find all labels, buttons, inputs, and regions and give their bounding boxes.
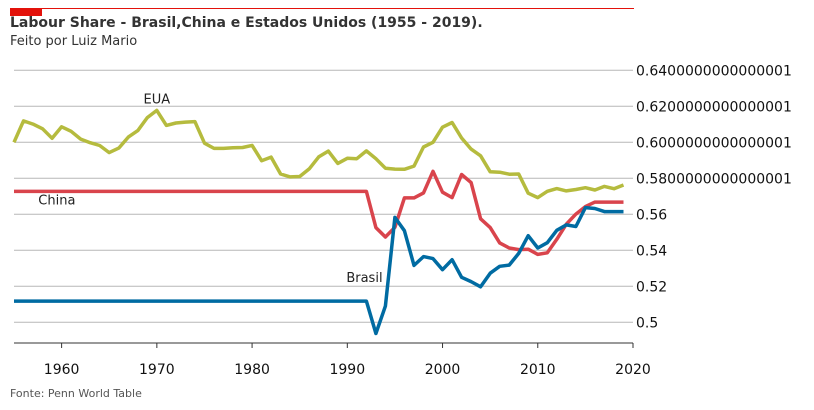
y-tick-label: 0.6400000000000001 (636, 63, 792, 79)
x-tick-label: 1990 (329, 362, 365, 378)
chart-subtitle: Feito por Luiz Mario (10, 34, 138, 49)
series-lines (12, 108, 625, 336)
source-note: Fonte: Penn World Table (10, 387, 142, 400)
annotation-labels: EUA China Brasil (38, 93, 382, 286)
y-tick-label: 0.5 (636, 315, 658, 331)
y-tick-label: 0.52 (636, 279, 667, 295)
x-tick-label: 2000 (425, 362, 461, 378)
y-tick-label: 0.54 (636, 243, 667, 259)
x-tick-label: 1960 (44, 362, 80, 378)
x-tick-label: 1980 (234, 362, 270, 378)
x-axis: 1960 1970 1980 1990 2000 2010 2020 (14, 342, 651, 378)
gridlines (14, 69, 633, 323)
y-tick-label: 0.6200000000000001 (636, 99, 792, 115)
y-tick-label: 0.56 (636, 207, 667, 223)
series-line-brasil (14, 205, 624, 336)
x-tick-label: 2010 (520, 362, 556, 378)
annotation-label-eua: EUA (144, 93, 171, 108)
y-tick-label: 0.6000000000000001 (636, 135, 792, 151)
title-accent-box (10, 8, 42, 16)
annotation-label-china: China (38, 193, 75, 208)
y-tick-label: 0.5800000000000001 (636, 171, 792, 187)
series-line-eua (12, 108, 625, 200)
y-axis: 0.5 0.52 0.54 0.56 0.5800000000000001 0.60000… (636, 63, 792, 331)
chart-title: Labour Share - Brasil,China e Estados Un… (10, 15, 483, 31)
x-tick-label: 1970 (139, 362, 175, 378)
annotation-label-brasil: Brasil (346, 271, 382, 286)
title-accent-line (10, 8, 634, 9)
x-tick-label: 2020 (615, 362, 651, 378)
